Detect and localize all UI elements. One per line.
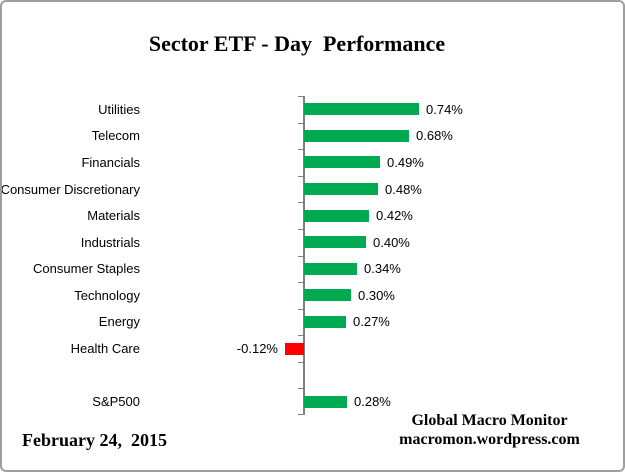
category-label: Materials — [87, 208, 140, 224]
category-label: Energy — [98, 314, 140, 330]
category-label: Consumer Discretionary — [0, 181, 140, 197]
category-label: Industrials — [80, 234, 140, 250]
bar-row: Consumer Staples 0.34% — [2, 256, 623, 283]
positive-bar — [304, 156, 380, 169]
bar-row: Technology 0.30% — [2, 282, 623, 309]
category-label — [2, 362, 140, 389]
bar-row: Financials 0.49% — [2, 149, 623, 176]
axis-tick — [298, 229, 304, 230]
axis-tick — [298, 96, 304, 97]
bar-row: S&P500 0.28% — [2, 388, 623, 415]
axis-tick — [298, 149, 304, 150]
chart-title: Sector ETF - Day Performance — [148, 31, 446, 56]
bar-row: Health Care -0.12% — [2, 335, 623, 362]
axis-tick — [298, 256, 304, 257]
axis-tick — [298, 335, 304, 336]
axis-tick — [298, 414, 304, 415]
bar-row: Telecom 0.68% — [2, 123, 623, 150]
bar-row: Energy 0.27% — [2, 309, 623, 336]
date-label: February 24, 2015 — [22, 430, 167, 450]
credit-block: Global Macro Monitor macromon.wordpress.… — [382, 411, 597, 449]
value-axis-line — [303, 96, 305, 415]
axis-tick — [298, 282, 304, 283]
credit-title: Global Macro Monitor — [411, 412, 568, 429]
value-label: 0.28% — [354, 394, 391, 410]
category-label: S&P500 — [92, 394, 140, 410]
axis-tick — [298, 309, 304, 310]
value-label: 0.49% — [387, 154, 424, 170]
positive-bar — [304, 129, 409, 142]
positive-bar — [304, 262, 357, 275]
value-label: 0.68% — [416, 128, 453, 144]
spacer-row — [2, 362, 623, 389]
positive-bar — [304, 236, 366, 249]
bar-row: Utilities 0.74% — [2, 96, 623, 123]
value-label: 0.48% — [385, 181, 422, 197]
category-label: Telecom — [91, 128, 140, 144]
category-label: Health Care — [70, 341, 140, 357]
value-label: -0.12% — [236, 341, 278, 357]
bar-row: Materials 0.42% — [2, 202, 623, 229]
value-label: 0.34% — [364, 261, 401, 277]
negative-bar — [285, 342, 304, 355]
positive-bar — [304, 289, 351, 302]
plot-area: Utilities 0.74% Telecom 0.68% Financials 0.49… — [0, 96, 623, 415]
value-label: 0.27% — [353, 314, 390, 330]
axis-tick — [298, 176, 304, 177]
axis-tick — [298, 202, 304, 203]
bar-row: Industrials 0.40% — [2, 229, 623, 256]
bar-row: Consumer Discretionary 0.48% — [0, 176, 623, 203]
positive-bar — [304, 209, 369, 222]
axis-tick — [298, 362, 304, 363]
value-label: 0.42% — [376, 208, 413, 224]
category-label: Technology — [74, 287, 140, 303]
value-label: 0.74% — [426, 101, 463, 117]
positive-bar — [304, 315, 346, 328]
positive-bar — [304, 183, 378, 196]
value-label: 0.40% — [373, 234, 410, 250]
positive-bar — [304, 103, 419, 116]
axis-tick — [298, 123, 304, 124]
axis-tick — [298, 388, 304, 389]
positive-bar — [304, 395, 347, 408]
category-label: Consumer Staples — [33, 261, 140, 277]
value-label: 0.30% — [358, 287, 395, 303]
category-label: Utilities — [98, 101, 140, 117]
credit-url: macromon.wordpress.com — [399, 431, 580, 448]
category-label: Financials — [81, 154, 140, 170]
